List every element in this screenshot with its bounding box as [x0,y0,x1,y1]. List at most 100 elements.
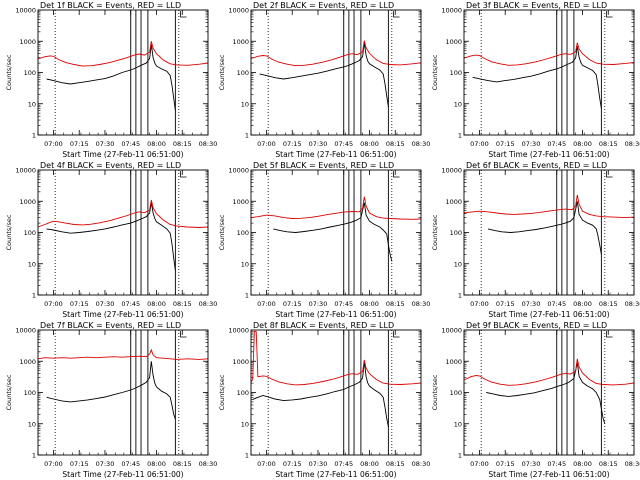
series-line-events [486,362,606,424]
panel-9: Det 9f BLACK = Events, RED = LLD Counts/s… [431,321,640,479]
x-tick-label: 07:30 [522,140,541,148]
series-line-lld [463,42,635,66]
panel-title: Det 7f BLACK = Events, RED = LLD [40,321,181,330]
series-line-events [46,202,176,271]
series-line-lld [463,194,635,219]
y-tick-label: 10 [454,100,462,108]
y-tick-label: 1000 [445,198,462,206]
y-tick-label: 1000 [232,358,249,366]
y-tick-label: 100 [237,229,249,237]
x-tick-label: 07:15 [496,140,515,148]
x-tick-label: 07:15 [283,460,302,468]
y-tick-label: 10000 [441,7,462,15]
y-tick-label: 100 [450,389,462,397]
x-tick-label: 07:00 [257,300,276,308]
x-tick-label: 08:15 [599,140,618,148]
y-tick-label: 1000 [232,198,249,206]
x-tick-label: 08:30 [199,140,218,148]
x-tick-label: 07:00 [257,460,276,468]
x-tick-label: 07:45 [121,300,140,308]
x-tick-label: 07:30 [309,300,328,308]
y-tick-label: 10000 [228,7,249,15]
x-tick-label: 07:45 [334,140,353,148]
series-line-lld [37,41,209,67]
y-axis-label: Counts/sec [5,54,13,90]
panel-title: Det 4f BLACK = Events, RED = LLD [40,161,181,170]
y-tick-label: 1000 [445,38,462,46]
series-line-lld [37,199,209,228]
y-tick-label: 100 [24,389,36,397]
x-tick-label: 08:15 [386,460,405,468]
plot-frame [463,329,635,456]
series-line-lld [37,348,209,360]
series-line-events [259,42,389,107]
x-tick-label: 07:45 [334,300,353,308]
y-tick-label: 1 [458,452,462,460]
panel-4: Det 4f BLACK = Events, RED = LLD Counts/s… [5,161,217,319]
series-line-events [487,201,602,255]
panel-title: Det 6f BLACK = Events, RED = LLD [466,161,607,170]
plot-frame [250,329,422,456]
panel-title: Det 8f BLACK = Events, RED = LLD [253,321,394,330]
y-tick-label: 10000 [441,167,462,175]
plot-frame [37,169,209,296]
x-tick-label: 08:30 [199,460,218,468]
x-tick-label: 08:15 [173,140,192,148]
x-axis-label: Start Time (27-Feb-11 06:51:00) [62,470,183,479]
corner-bracket-icon [606,331,613,338]
x-tick-label: 07:45 [547,140,566,148]
series-line-events [46,44,176,111]
x-tick-label: 08:30 [412,140,431,148]
y-tick-label: 1000 [445,358,462,366]
y-tick-label: 1000 [19,358,36,366]
x-tick-label: 08:30 [625,300,640,308]
y-tick-label: 10000 [228,167,249,175]
series-line-lld [250,196,422,220]
x-tick-label: 07:00 [44,460,63,468]
x-tick-label: 07:45 [334,460,353,468]
x-tick-label: 07:30 [96,300,115,308]
y-tick-label: 10 [454,420,462,428]
plot-frame [37,329,209,456]
panel-title: Det 2f BLACK = Events, RED = LLD [253,1,394,10]
x-axis-label: Start Time (27-Feb-11 06:51:00) [62,150,183,159]
x-tick-label: 08:00 [147,140,166,148]
y-tick-label: 10 [241,260,249,268]
x-tick-label: 07:15 [496,460,515,468]
x-tick-label: 08:15 [386,300,405,308]
y-axis-label: Counts/sec [431,214,439,250]
x-tick-label: 07:30 [309,460,328,468]
x-tick-label: 07:30 [522,460,541,468]
plot-frame [463,9,635,136]
x-tick-label: 08:30 [625,140,640,148]
x-tick-label: 07:00 [257,140,276,148]
series-line-events [472,46,602,109]
x-tick-label: 08:15 [386,140,405,148]
x-tick-label: 07:00 [470,460,489,468]
series-line-lld [250,330,422,386]
plot-frame [37,9,209,136]
x-axis-label: Start Time (27-Feb-11 06:51:00) [62,310,183,319]
y-tick-label: 10000 [15,7,36,15]
y-axis-label: Counts/sec [431,374,439,410]
panel-title: Det 3f BLACK = Events, RED = LLD [466,1,607,10]
y-tick-label: 1000 [232,38,249,46]
x-tick-label: 08:15 [599,300,618,308]
corner-bracket-icon [606,11,613,18]
x-tick-label: 08:00 [147,460,166,468]
y-tick-label: 10 [28,260,36,268]
x-axis-label: Start Time (27-Feb-11 06:51:00) [275,470,396,479]
plot-frame [250,9,422,136]
x-tick-label: 07:30 [522,300,541,308]
x-tick-label: 08:00 [573,460,592,468]
series-line-lld [463,358,635,386]
series-line-events [273,202,393,262]
corner-bracket-icon [393,11,400,18]
y-tick-label: 10000 [228,327,249,335]
plot-frame [463,169,635,296]
y-tick-label: 10000 [15,167,36,175]
panel-8: Det 8f BLACK = Events, RED = LLD Counts/s… [218,321,430,479]
x-tick-label: 08:00 [360,460,379,468]
panel-7: Det 7f BLACK = Events, RED = LLD Counts/s… [5,321,217,479]
x-tick-label: 07:15 [70,140,89,148]
